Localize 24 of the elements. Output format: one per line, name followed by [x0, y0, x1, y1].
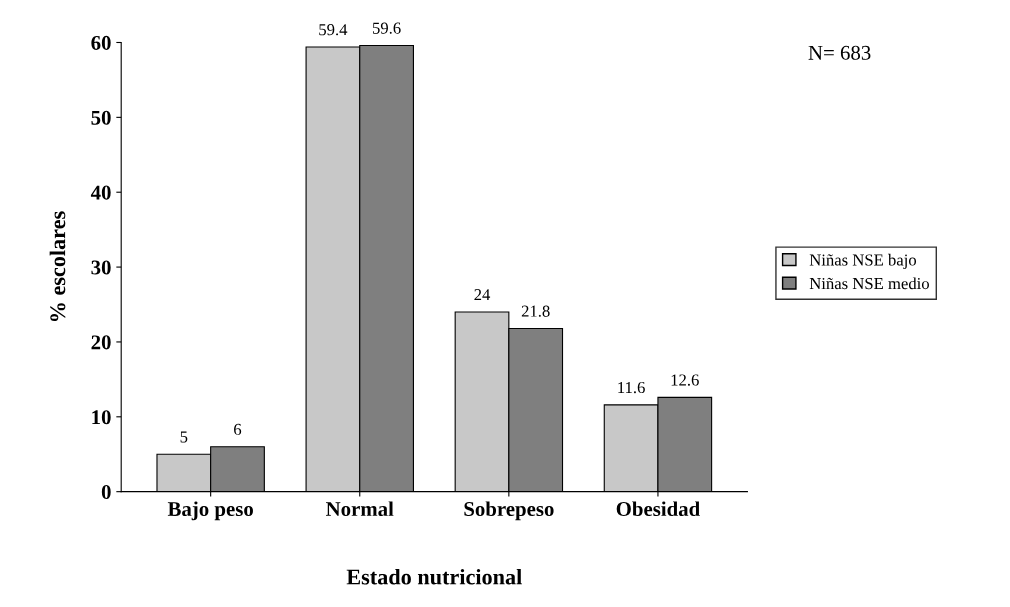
data-label: 24	[474, 289, 491, 301]
y-tick-label: 20	[91, 335, 111, 350]
text: N= 683	[808, 45, 871, 60]
x-tick-label: Normal	[326, 501, 394, 517]
data-label: 11.6	[618, 381, 645, 394]
x-tick-label: Sobrepeso	[464, 501, 554, 521]
y-axis-title: % escolares	[49, 211, 66, 322]
data-label: 21.8	[521, 305, 550, 317]
data-label: 59.6	[372, 22, 401, 34]
legend-label: Niñas NSE medio	[809, 277, 929, 290]
x-axis-title: Estado nutricional	[346, 568, 522, 585]
y-tick-label: 40	[90, 185, 111, 200]
y-tick-label: 60	[91, 35, 111, 50]
y-tick-label: 0	[101, 485, 111, 500]
x-tick-label: Bajo peso	[167, 501, 253, 521]
x-tick-label: Obesidad	[616, 501, 700, 517]
y-tick-label: 50	[91, 110, 111, 125]
data-label: 5	[180, 431, 188, 443]
y-tick-label: 10	[92, 410, 111, 425]
data-label: 6	[234, 423, 242, 436]
data-label: 12.6	[671, 374, 699, 386]
legend-label: Niñas NSE bajo	[809, 253, 917, 269]
data-label: 59.4	[319, 24, 348, 36]
y-tick-label: 30	[91, 260, 111, 275]
